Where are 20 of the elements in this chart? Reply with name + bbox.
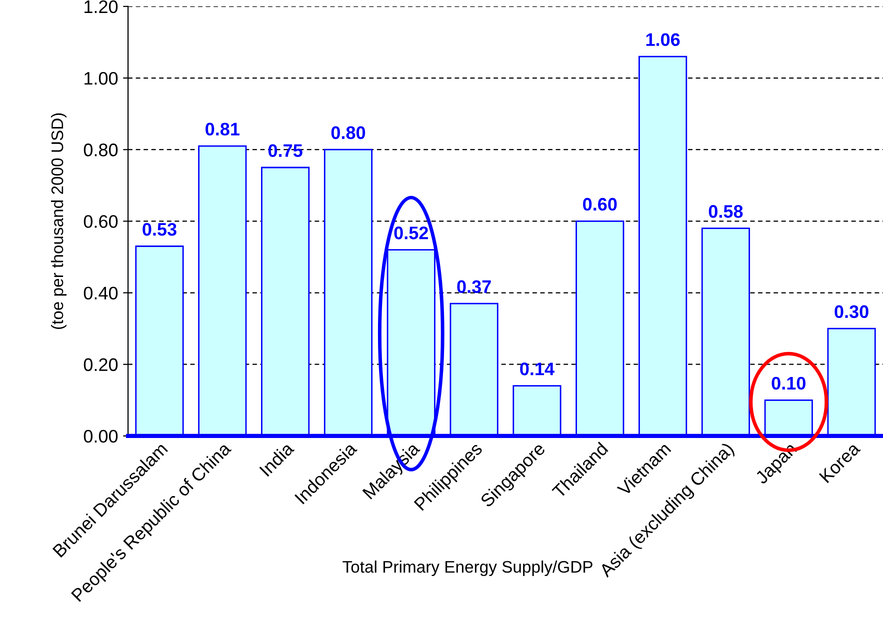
y-tick-label: 1.20 [84, 0, 118, 14]
data-label: 0.37 [457, 280, 491, 294]
x-axis-title: Total Primary Energy Supply/GDP [342, 560, 592, 576]
data-label: 0.81 [206, 122, 240, 136]
y-tick-label: 0.40 [84, 286, 118, 300]
data-label: 0.80 [331, 126, 366, 140]
data-label: 0.14 [520, 362, 554, 376]
y-tick-label: 1.00 [84, 72, 118, 85]
y-tick-label: 0.60 [84, 215, 118, 228]
data-label: 0.60 [583, 198, 617, 211]
data-label: 0.53 [142, 222, 176, 236]
data-label: 1.06 [646, 33, 680, 46]
data-label: 0.10 [772, 376, 806, 390]
y-tick-label: 0.00 [84, 430, 118, 443]
y-tick-label: 0.20 [84, 358, 118, 372]
data-label: 0.30 [834, 305, 868, 318]
data-label: 0.58 [708, 205, 743, 218]
data-label: 0.52 [394, 226, 428, 240]
y-axis-title: (toe per thousand 2000 USD) [50, 113, 67, 330]
y-tick-label: 0.80 [84, 144, 118, 156]
